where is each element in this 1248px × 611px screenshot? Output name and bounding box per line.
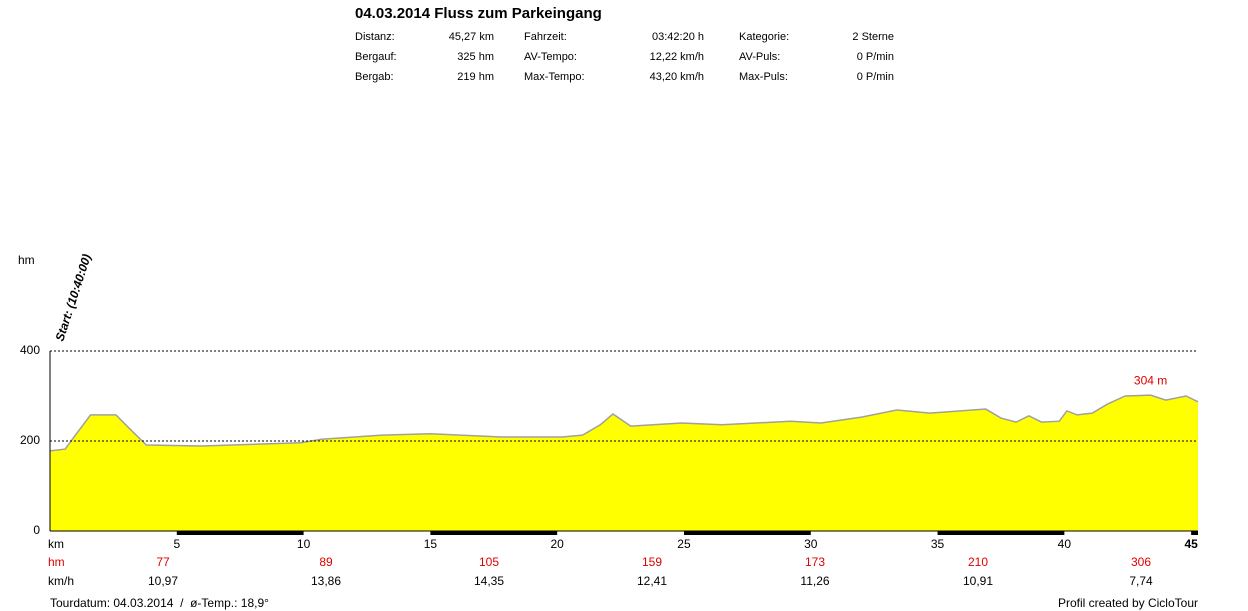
start-label: Start: (10:40:00) [53,252,94,343]
x-tick-label: 20 [550,537,564,551]
stat-value: 219 hm [457,71,494,83]
stat-value: 2 Sterne [852,31,894,43]
elevation-fill [50,395,1198,531]
speed-value: 13,86 [311,574,341,588]
x-axis-label: km [48,537,64,551]
stat-value: 0 P/min [857,51,894,63]
stat-label: Fahrzeit: [524,31,567,43]
km-bar [430,531,558,535]
max-annotation: 304 m [1134,373,1167,387]
y-tick-label: 0 [33,523,40,537]
hm-value: 89 [319,555,333,569]
hm-value: 159 [642,555,662,569]
km-bar [937,531,1065,535]
x-tick-label: 30 [804,537,818,551]
hm-row-label: hm [48,555,65,569]
speed-value: 10,97 [148,574,178,588]
km-bar [176,531,304,535]
x-tick-label: 5 [173,537,180,551]
stat-value: 12,22 km/h [650,51,704,63]
stat-value: 325 hm [457,51,494,63]
stat-value: 03:42:20 h [652,31,704,43]
x-tick-label: 35 [931,537,945,551]
stat-label: Kategorie: [739,31,789,43]
y-tick-label: 200 [20,433,40,447]
stat-value: 43,20 km/h [650,71,704,83]
x-tick-label: 15 [424,537,438,551]
title: 04.03.2014 Fluss zum Parkeingang [355,5,602,22]
hm-value: 105 [479,555,499,569]
hm-value: 173 [805,555,825,569]
speed-value: 7,74 [1129,574,1153,588]
speed-value: 11,26 [800,574,829,588]
stat-label: Bergauf: [355,51,397,63]
x-tick-label: 40 [1058,537,1072,551]
x-tick-label: 45 [1184,537,1198,551]
speed-value: 12,41 [637,574,667,588]
stat-value: 0 P/min [857,71,894,83]
stat-value: 45,27 km [449,31,494,43]
hm-value: 77 [156,555,170,569]
y-tick-label: 400 [20,343,40,357]
km-bar [683,531,811,535]
km-bar [1191,531,1198,535]
footer-left: Tourdatum: 04.03.2014 / ø-Temp.: 18,9° [50,596,269,610]
stat-label: Distanz: [355,31,395,43]
stat-label: Bergab: [355,71,394,83]
speed-value: 14,35 [474,574,504,588]
stat-label: AV-Tempo: [524,51,577,63]
stat-label: Max-Puls: [739,71,788,83]
x-tick-label: 25 [677,537,691,551]
speed-value: 10,91 [963,574,993,588]
x-tick-label: 10 [297,537,311,551]
footer-right: Profil created by CicloTour [1058,596,1198,610]
speed-row-label: km/h [48,574,74,588]
hm-value: 306 [1131,555,1151,569]
stat-label: AV-Puls: [739,51,780,63]
hm-value: 210 [968,555,988,569]
elevation-area [49,394,1199,452]
y-axis-label: hm [18,253,35,267]
stat-label: Max-Tempo: [524,71,585,83]
